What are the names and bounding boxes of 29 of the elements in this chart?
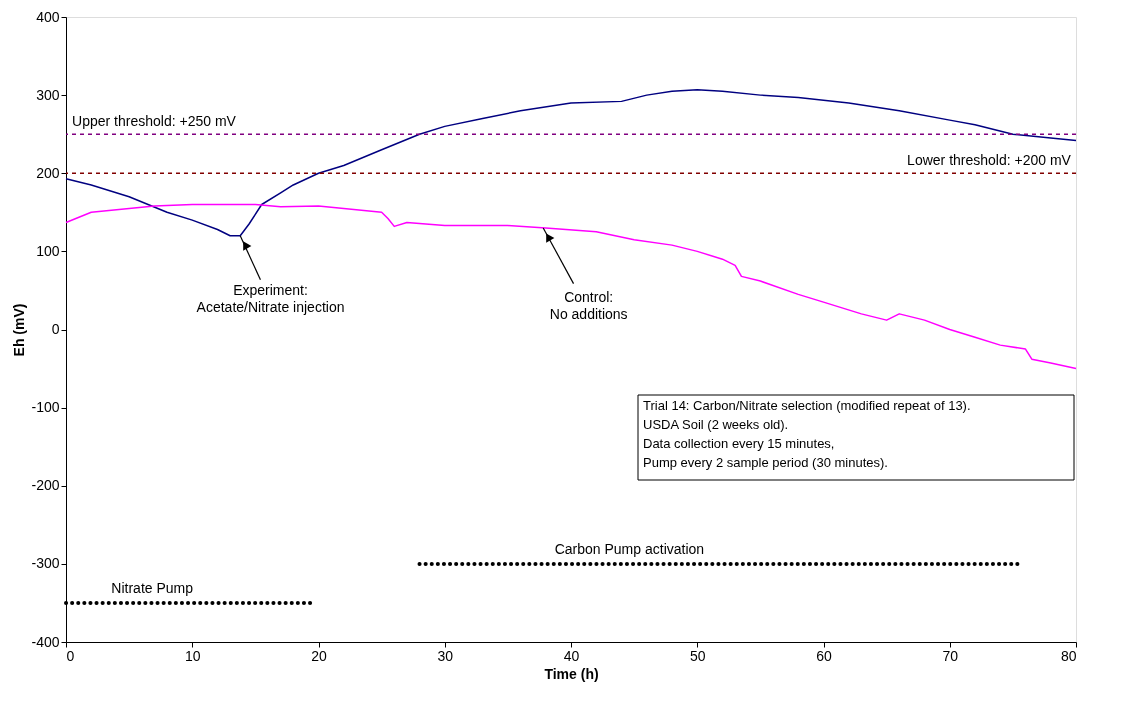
x-tick-label: 50 — [689, 647, 706, 664]
x-axis-title: Time (h) — [544, 665, 599, 682]
x-tick-label: 70 — [942, 647, 959, 664]
x-tick-label: 80 — [1060, 647, 1077, 664]
x-tick-label: 20 — [311, 647, 327, 664]
y-tick-label: 300 — [36, 86, 60, 103]
x-tick-label: 60 — [816, 647, 832, 664]
x-tick-label: 30 — [437, 647, 454, 664]
annotation: Trial 14: Carbon/Nitrate selection (modified repeat of 13). USDA Soil (2 weeks old). Data collection every 15 minutes, Pump every 2 sample period (30 minutes). — [643, 398, 971, 470]
x-tick-label: 10 — [184, 647, 201, 664]
line-series — [65, 88, 1077, 237]
y-tick-label: -200 — [31, 477, 60, 494]
y-tick-label: -100 — [31, 399, 60, 416]
y-tick-label: 100 — [36, 242, 60, 259]
ref-line-label: Upper threshold: +250 mV — [72, 113, 237, 130]
y-tick-label: 200 — [36, 164, 60, 181]
y-tick-label: 400 — [36, 8, 60, 25]
annotation: Control: No additions — [549, 289, 628, 323]
annotation: Experiment: Acetate/Nitrate injection — [196, 282, 345, 316]
ref-line-label: Lower threshold: +200 mV — [907, 152, 1072, 169]
x-tick-label: 40 — [563, 647, 580, 664]
series-label: Nitrate Pump — [111, 579, 194, 596]
line-series — [65, 203, 1077, 370]
y-tick-label: -400 — [31, 633, 60, 650]
y-tick-label: 0 — [51, 321, 60, 337]
series-label: Carbon Pump activation — [554, 540, 705, 557]
y-tick-label: -300 — [31, 555, 60, 572]
y-axis-title: Eh (mV) — [11, 303, 28, 357]
x-tick-label: 0 — [66, 647, 75, 664]
